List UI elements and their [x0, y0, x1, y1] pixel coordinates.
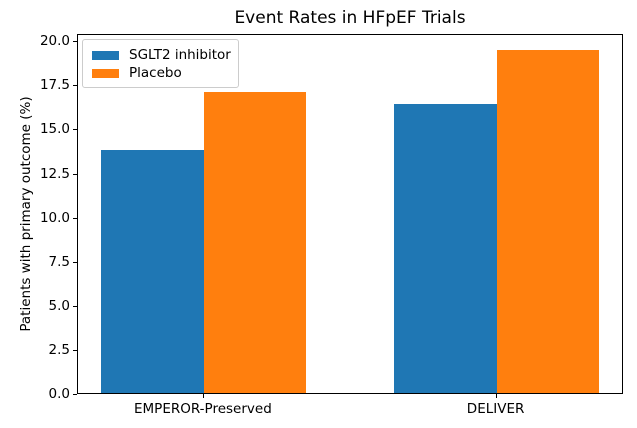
y-tick-label: 7.5 — [48, 253, 70, 270]
y-tick-label: 2.5 — [48, 341, 70, 358]
y-axis-label: Patients with primary outcome (%) — [18, 96, 34, 332]
chart-title: Event Rates in HFpEF Trials — [234, 8, 466, 28]
plot-area: SGLT2 inhibitor Placebo — [77, 34, 623, 394]
y-tick-label: 20.0 — [39, 33, 70, 50]
legend: SGLT2 inhibitor Placebo — [82, 39, 239, 88]
x-tick-mark — [495, 394, 497, 398]
y-tick-label: 15.0 — [39, 121, 70, 138]
x-tick-label-emperor-preserved: EMPEROR-Preserved — [134, 401, 272, 417]
y-tick-mark — [73, 41, 77, 43]
x-tick-label-deliver: DELIVER — [466, 401, 525, 417]
y-tick-label: 17.5 — [39, 77, 70, 94]
y-tick-label: 12.5 — [39, 165, 70, 182]
y-tick-mark — [73, 129, 77, 131]
y-tick-label: 0.0 — [48, 385, 70, 402]
x-tick-mark — [202, 394, 204, 398]
y-tick-mark — [73, 349, 77, 351]
y-tick-mark — [73, 85, 77, 87]
y-tick-label: 5.0 — [48, 297, 70, 314]
y-tick-mark — [73, 305, 77, 307]
legend-item-sglt2: SGLT2 inhibitor — [92, 46, 231, 64]
y-tick-label: 10.0 — [39, 209, 70, 226]
legend-swatch-placebo-icon — [92, 68, 119, 78]
bar-emperor-preserved-placebo — [203, 92, 307, 393]
legend-item-placebo: Placebo — [92, 64, 229, 82]
bars-layer — [78, 35, 622, 393]
legend-label-placebo: Placebo — [129, 65, 182, 81]
y-tick-mark — [73, 393, 77, 395]
bar-emperor-preserved-sglt2-inhibitor — [101, 150, 204, 393]
y-tick-mark — [73, 261, 77, 263]
legend-swatch-sglt2-icon — [92, 50, 119, 60]
bar-deliver-placebo — [496, 49, 600, 393]
bar-deliver-sglt2-inhibitor — [394, 104, 497, 393]
legend-label-sglt2: SGLT2 inhibitor — [129, 47, 231, 63]
y-tick-mark — [73, 173, 77, 175]
y-tick-mark — [73, 217, 77, 219]
